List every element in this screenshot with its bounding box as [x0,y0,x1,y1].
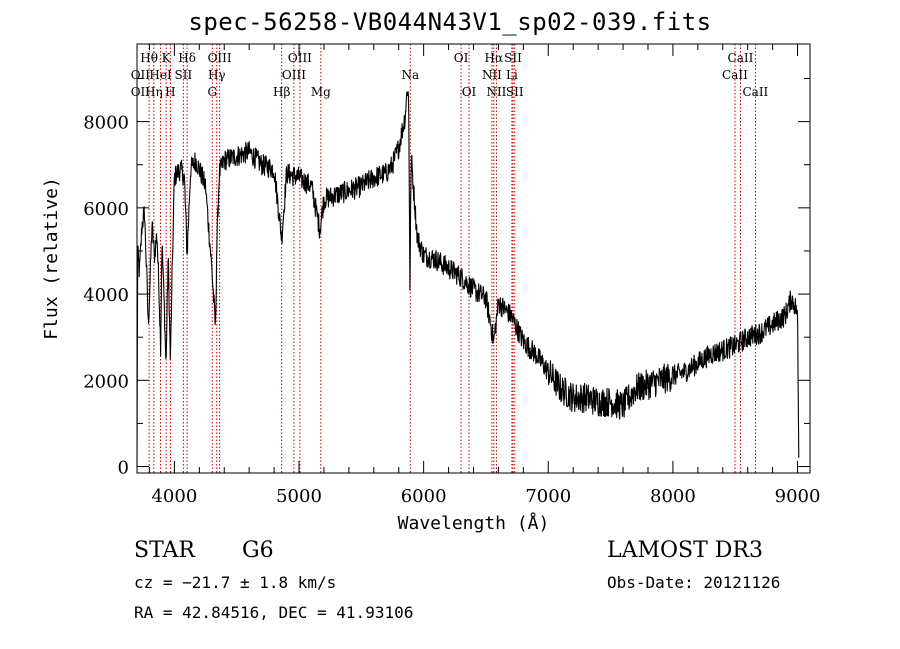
line-label: Hη [145,85,163,99]
y-tick-label: 8000 [83,113,129,134]
y-tick-label: 0 [118,458,129,479]
observation-date: Obs-Date: 20121126 [607,573,781,592]
line-label: SII [175,68,193,82]
x-tick-label: 7000 [525,486,571,507]
x-tick-label: 8000 [650,486,696,507]
line-label: OII [131,68,151,82]
y-tick-label: 2000 [83,371,129,392]
line-label: HeI [149,68,172,82]
line-label: Hθ [140,51,158,65]
spectrum-layer [136,91,800,467]
line-label: G [207,85,217,99]
line-label: OI [454,51,469,65]
line-label: CaII [742,85,768,99]
line-label: CaII [722,68,748,82]
line-label: SII [504,51,522,65]
line-label: Li [506,68,518,82]
x-tick-label: 6000 [401,486,447,507]
object-subclass: G6 [242,538,274,563]
line-label: NII [486,85,506,99]
line-label: OIII [208,51,232,65]
line-label: Hα [485,51,504,65]
line-label: OII [131,85,151,99]
line-label: Hδ [178,51,196,65]
x-tick-label: 4000 [151,486,197,507]
line-labels-layer: Hθ Hη HeI K H Hδ SII G Hγ OIII Hβ OIII OIII Mg Na OI OI N… [131,51,769,99]
x-tick-label: 5000 [276,486,322,507]
line-label: SII [506,85,524,99]
x-tick-label: 9000 [775,486,821,507]
line-label: K [162,51,172,65]
ra-dec-coordinates: RA = 42.84516, DEC = 41.93106 [134,603,414,622]
line-label: NII [482,68,502,82]
x-axis-label: Wavelength (Å) [398,512,550,534]
chart-title: spec-56258-VB044N43V1_sp02-039.fits [188,8,712,36]
line-label: Hβ [273,85,290,99]
line-label: Na [401,68,419,82]
line-label: OI [462,85,477,99]
redshift-cz: cz = −21.7 ± 1.8 km/s [134,573,337,592]
line-label: OIII [288,51,312,65]
y-tick-label: 6000 [83,199,129,220]
line-label: Mg [311,85,331,99]
line-markers-layer [148,44,756,473]
line-label: Hγ [208,68,226,82]
line-label: OIII [282,68,306,82]
line-label: CaII [728,51,754,65]
line-label: H [165,85,175,99]
spectrum-line [136,91,800,467]
axes-layer: 4000 5000 6000 7000 8000 9000 0 2000 4000 6000 800… [41,43,821,534]
object-class: STAR [134,538,195,563]
plot-frame [136,43,811,474]
survey-name: LAMOST DR3 [607,538,763,563]
y-tick-label: 4000 [83,285,129,306]
y-axis-label: Flux (relative) [41,177,62,340]
